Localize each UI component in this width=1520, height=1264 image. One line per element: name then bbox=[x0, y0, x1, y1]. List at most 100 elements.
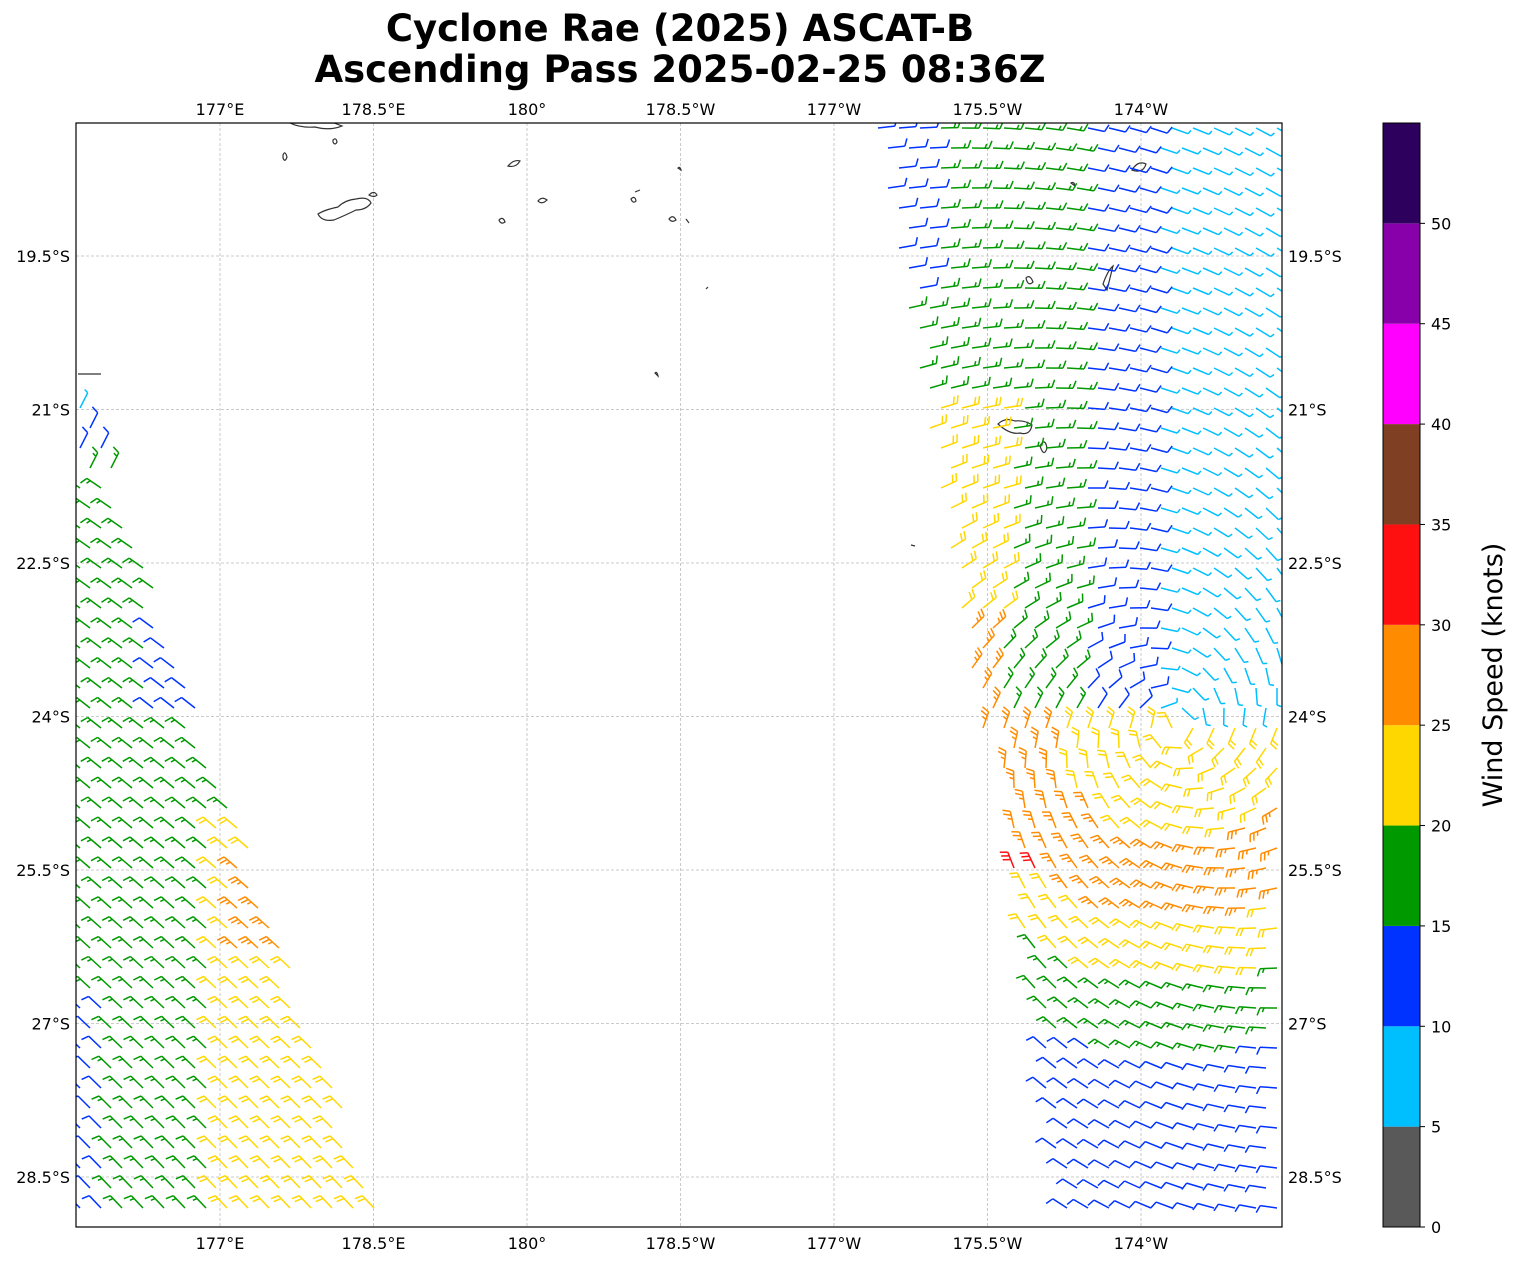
wind-barb bbox=[1034, 221, 1057, 231]
wind-barb bbox=[1013, 533, 1031, 549]
wind-barb bbox=[1139, 464, 1162, 473]
wind-barb bbox=[123, 1035, 144, 1049]
wind-barb bbox=[79, 477, 102, 489]
wind-barb bbox=[940, 277, 961, 289]
wind-barb bbox=[185, 836, 207, 849]
wind-barb bbox=[971, 219, 993, 229]
wind-barb bbox=[123, 995, 144, 1009]
wind-barb bbox=[1171, 527, 1192, 535]
wind-barb bbox=[1203, 866, 1225, 876]
wind-barb bbox=[1121, 774, 1141, 789]
wind-barb bbox=[81, 1155, 102, 1169]
wind-barb bbox=[1213, 647, 1231, 662]
wind-barb bbox=[1202, 707, 1211, 727]
wind-barb bbox=[1255, 327, 1275, 338]
wind-barb bbox=[1213, 527, 1233, 538]
wind-barb bbox=[1118, 423, 1141, 432]
wind-barb bbox=[1171, 367, 1192, 375]
wind-barb bbox=[1013, 181, 1035, 190]
wind-barb bbox=[961, 550, 977, 569]
wind-barb bbox=[992, 455, 1011, 469]
wind-barb bbox=[76, 963, 81, 969]
wind-barb bbox=[1226, 827, 1246, 841]
wind-barb bbox=[1024, 359, 1046, 369]
wind-barb bbox=[343, 1175, 364, 1189]
wind-barb bbox=[1034, 686, 1044, 709]
wind-barb bbox=[1213, 167, 1234, 176]
wind-barb bbox=[1244, 1184, 1267, 1193]
wind-barb bbox=[165, 1195, 186, 1209]
wind-barb bbox=[1013, 571, 1030, 589]
wind-barb bbox=[1066, 593, 1084, 609]
wind-barb bbox=[132, 816, 154, 829]
wind-barb bbox=[1202, 147, 1223, 156]
wind-barb bbox=[1255, 567, 1272, 582]
wind-barb bbox=[1244, 427, 1264, 438]
wind-barb bbox=[249, 1155, 270, 1169]
wind-barb bbox=[1058, 747, 1068, 769]
wind-barb bbox=[1223, 587, 1242, 600]
wind-barb bbox=[206, 955, 228, 969]
colorbar-bin bbox=[1383, 424, 1420, 525]
wind-barb bbox=[1242, 767, 1257, 788]
wind-barb bbox=[971, 376, 991, 389]
island-ono-ilau bbox=[654, 371, 659, 378]
wind-barb bbox=[929, 257, 950, 269]
wind-barb bbox=[1223, 1104, 1246, 1113]
wind-barb bbox=[1261, 807, 1278, 825]
wind-barb bbox=[1087, 362, 1110, 371]
wind-barb bbox=[144, 1195, 165, 1209]
wind-barb bbox=[1003, 161, 1025, 170]
wind-barb bbox=[1076, 537, 1097, 549]
wind-barb bbox=[269, 955, 291, 969]
wind-barb bbox=[227, 916, 249, 929]
wind-barb bbox=[1097, 650, 1113, 669]
wind-barb bbox=[1223, 1064, 1246, 1073]
wind-barb bbox=[291, 1195, 312, 1209]
wind-barb bbox=[997, 746, 1007, 769]
wind-barb bbox=[1139, 688, 1153, 709]
wind-barb bbox=[1087, 519, 1109, 529]
wind-barb bbox=[1066, 517, 1087, 529]
wind-barb bbox=[1150, 126, 1173, 134]
wind-barb bbox=[1035, 1016, 1057, 1029]
wind-barb bbox=[1066, 123, 1089, 132]
wind-barb bbox=[76, 537, 91, 549]
wind-barb bbox=[143, 676, 165, 689]
wind-barb bbox=[207, 1035, 228, 1049]
wind-barb bbox=[1013, 647, 1026, 669]
wind-barb bbox=[144, 1035, 165, 1049]
wind-barb bbox=[1181, 627, 1202, 636]
wind-barb bbox=[91, 1175, 112, 1189]
wind-barb bbox=[1192, 964, 1215, 973]
wind-barb bbox=[76, 856, 91, 869]
wind-barb bbox=[1276, 247, 1282, 253]
wind-barb bbox=[1066, 1077, 1089, 1089]
wind-barb bbox=[1171, 647, 1192, 654]
colorbar-bin bbox=[1383, 1026, 1420, 1127]
wind-barb bbox=[1214, 887, 1235, 896]
wind-barb bbox=[186, 1155, 207, 1169]
wind-barb bbox=[270, 1035, 291, 1049]
wind-barb bbox=[1206, 727, 1215, 750]
wind-barb bbox=[1129, 364, 1152, 373]
wind-barb bbox=[1013, 686, 1023, 709]
wind-barb bbox=[80, 756, 102, 769]
wind-barb bbox=[1171, 1122, 1194, 1130]
lat-tick-label-right: 28.5°S bbox=[1288, 1168, 1342, 1187]
wind-barb bbox=[1276, 207, 1282, 212]
wind-barb bbox=[1097, 184, 1120, 193]
wind-barb bbox=[1139, 265, 1162, 274]
wind-barb bbox=[1097, 614, 1116, 629]
wind-barb bbox=[1076, 1058, 1099, 1069]
colorbar-tick-label: 50 bbox=[1431, 214, 1451, 233]
wind-barb bbox=[1150, 1121, 1173, 1129]
wind-barb bbox=[1080, 813, 1099, 829]
wind-barb bbox=[950, 531, 967, 549]
wind-barb bbox=[91, 1015, 112, 1029]
wind-barb bbox=[1255, 1125, 1278, 1134]
wind-barb bbox=[1234, 447, 1254, 458]
wind-barb bbox=[1234, 527, 1253, 539]
wind-barb bbox=[1087, 998, 1110, 1009]
wind-barb bbox=[1213, 687, 1226, 705]
